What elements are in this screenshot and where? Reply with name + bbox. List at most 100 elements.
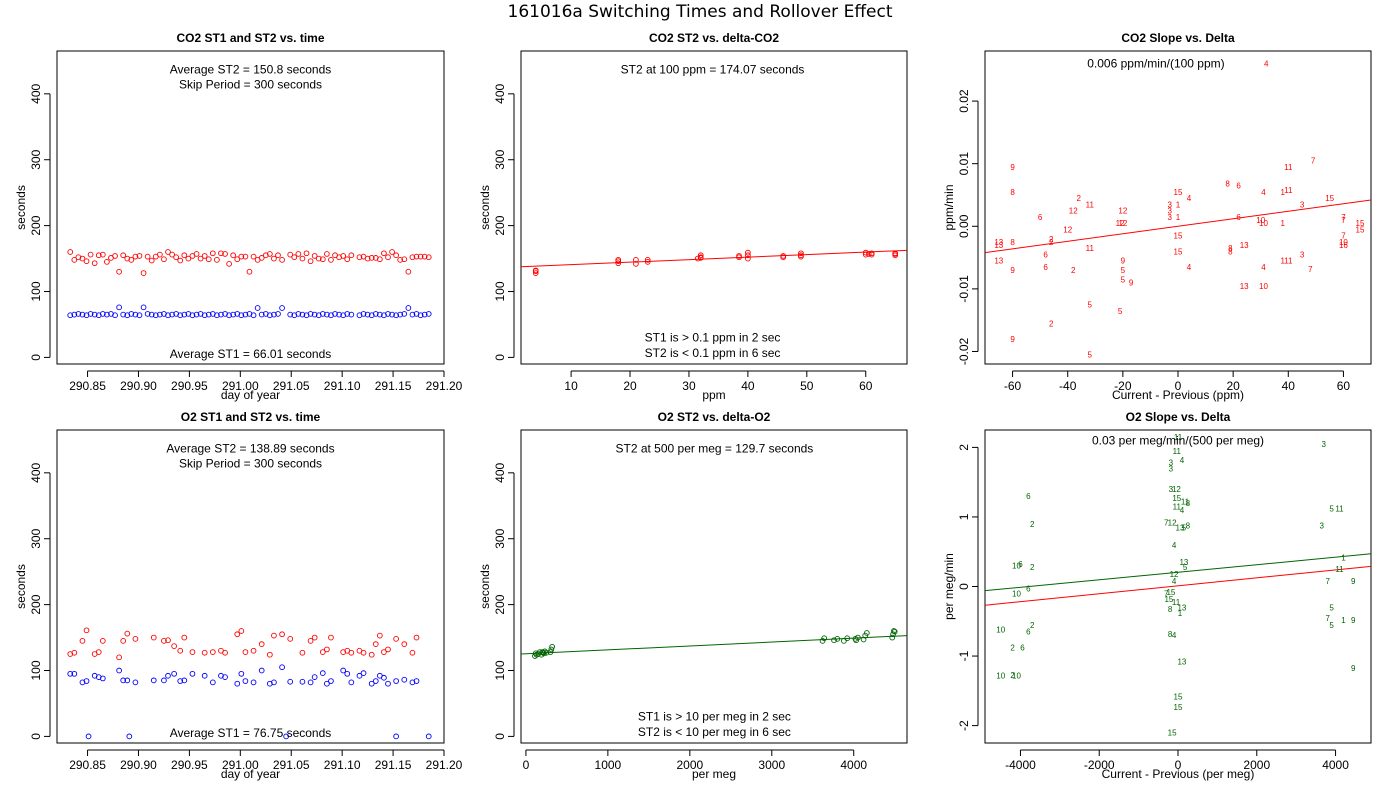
data-point [279, 664, 285, 671]
y-tick-label: 300 [493, 149, 507, 169]
data-point [222, 251, 228, 257]
data-point [161, 638, 167, 644]
point-label: 2 [1030, 563, 1035, 572]
data-point [201, 649, 208, 656]
data-point [258, 641, 265, 648]
data-point [417, 312, 424, 319]
x-tick-label: 291.10 [324, 379, 361, 393]
data-point [862, 249, 869, 256]
point-label: 6 [1026, 492, 1031, 501]
data-point [368, 255, 375, 261]
data-point [409, 254, 416, 261]
data-point [104, 311, 110, 318]
data-point [171, 643, 177, 649]
data-point [831, 637, 837, 644]
data-point [328, 634, 334, 641]
x-tick-label: 290.85 [69, 758, 106, 772]
data-point [128, 257, 135, 263]
data-point [303, 250, 310, 257]
point-label: 13 [1179, 558, 1188, 567]
data-point [324, 251, 330, 257]
point-label: 5 [1183, 563, 1188, 572]
chart-annotation: Skip Period = 300 seconds [179, 78, 322, 92]
data-point [250, 312, 257, 319]
data-point [401, 256, 408, 263]
point-label: 11 [1284, 163, 1293, 172]
data-point [547, 649, 554, 655]
x-axis-label: day of year [221, 767, 280, 781]
data-point [136, 253, 143, 259]
point-label: 7 [1308, 265, 1313, 274]
data-point [238, 670, 245, 677]
data-point [71, 311, 78, 318]
data-point [425, 311, 432, 317]
y-tick-label: 100 [493, 281, 507, 301]
data-point [865, 251, 872, 257]
point-label: 2 [1049, 319, 1054, 328]
y-tick-label: 1 [957, 513, 971, 520]
data-point [83, 627, 90, 634]
data-point [745, 255, 751, 262]
y-tick-label: -0.02 [957, 337, 971, 365]
point-label: 8 [1010, 238, 1015, 247]
data-point [299, 649, 306, 656]
data-point [165, 312, 171, 319]
x-tick-label: 290.95 [171, 379, 208, 393]
data-point [348, 252, 355, 259]
y-tick-label: 0 [29, 733, 43, 740]
data-point [140, 304, 147, 311]
data-point [299, 678, 306, 685]
data-point [234, 680, 241, 687]
y-tick-label: 0.02 [957, 89, 971, 113]
data-point [372, 311, 379, 317]
data-point [543, 649, 550, 656]
point-label: 8 [1225, 180, 1230, 189]
data-point [140, 270, 147, 276]
point-label: 7 [1164, 519, 1169, 528]
data-point [99, 251, 106, 258]
y-tick-label: 0.01 [957, 152, 971, 176]
data-point [891, 628, 898, 635]
data-point [307, 311, 314, 317]
y-tick-label: 2 [957, 444, 971, 451]
point-label: 13 [1240, 241, 1249, 250]
plot-frame [984, 429, 1372, 744]
data-point [91, 311, 98, 318]
point-label: 6 [1026, 585, 1031, 594]
data-point [177, 647, 184, 654]
point-label: 3 [1168, 200, 1173, 209]
y-tick-label: 0 [493, 354, 507, 361]
point-label: 6 [1043, 263, 1048, 272]
data-point [120, 638, 127, 644]
data-point [116, 268, 122, 275]
data-point [324, 680, 330, 687]
data-point [393, 636, 399, 642]
data-point [863, 630, 870, 636]
point-label: 7 [1311, 157, 1316, 166]
point-label: 6 [1026, 628, 1031, 637]
x-tick-label: 291.00 [222, 758, 259, 772]
point-label: 6 [1018, 560, 1023, 569]
point-label: 12 [1168, 519, 1177, 528]
x-axis-label: ppm [702, 388, 725, 402]
data-point [319, 670, 326, 677]
data-point [193, 311, 200, 318]
data-point [279, 631, 285, 638]
data-point [254, 305, 261, 311]
chart-annotation: Skip Period = 300 seconds [179, 457, 322, 471]
data-point [201, 672, 208, 679]
point-label: 15 [1174, 188, 1183, 197]
point-label: 4 [1261, 188, 1266, 197]
point-label: 12 [1069, 207, 1078, 216]
data-point [348, 311, 355, 318]
point-label: 8 [1186, 499, 1191, 508]
data-point [177, 678, 184, 684]
point-label: 10 [996, 672, 1005, 681]
point-label: 9 [1010, 335, 1015, 344]
point-label: 2 [1010, 671, 1015, 680]
point-label: 9 [1351, 577, 1356, 586]
chart-annotation: 0.006 ppm/min/(100 ppm) [1087, 57, 1224, 71]
data-point [425, 254, 432, 261]
data-point [413, 634, 420, 641]
data-point [189, 649, 196, 655]
